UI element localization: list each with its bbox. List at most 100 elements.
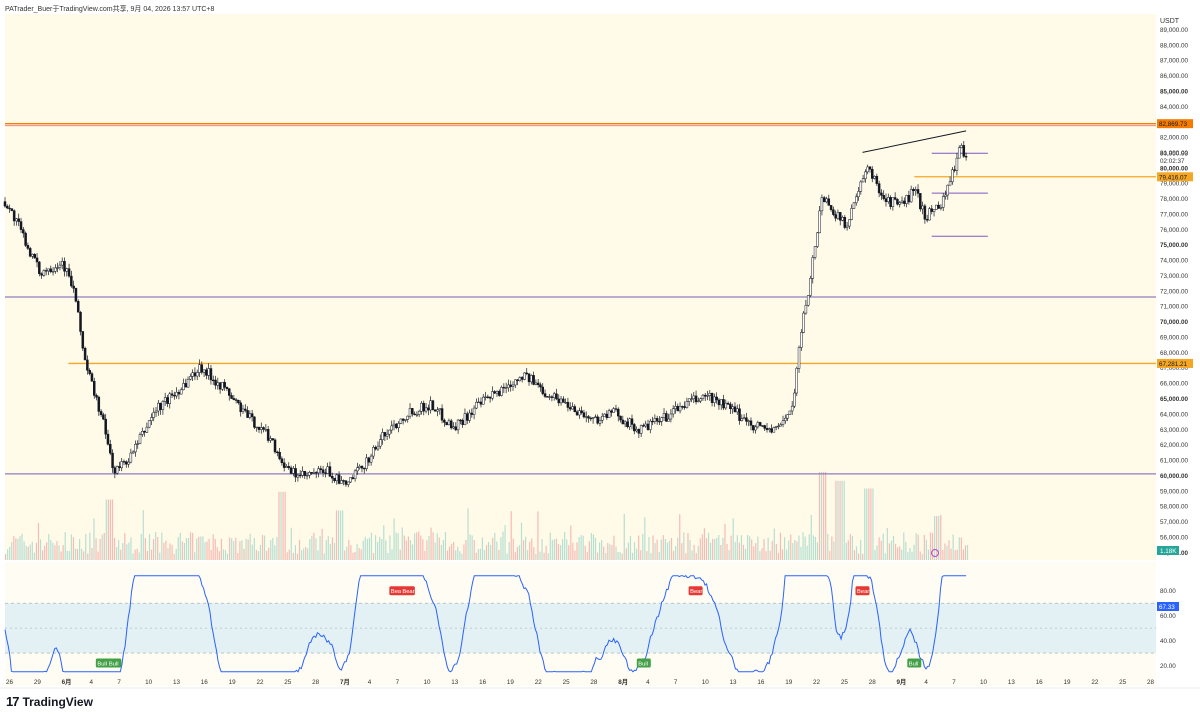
volume-bar bbox=[574, 550, 576, 560]
legend-sessions[interactable]: RP Sessions (1300–2100, 0800–1700, 0000–… bbox=[9, 26, 174, 33]
candle-body bbox=[619, 415, 622, 421]
candle-body bbox=[195, 372, 199, 377]
candle-body bbox=[674, 406, 677, 409]
candle-body bbox=[26, 245, 30, 249]
candle-body bbox=[360, 465, 364, 469]
volume-bar bbox=[631, 552, 634, 560]
candle-body bbox=[772, 427, 776, 433]
volume-bar bbox=[771, 540, 773, 560]
candle-body bbox=[928, 208, 931, 221]
volume-bar bbox=[52, 542, 54, 560]
legend-symbol[interactable]: Bitcoin / TetherUS · 4小时 · Binance 开=80,… bbox=[9, 19, 316, 26]
candle-body bbox=[564, 401, 567, 404]
candle-body bbox=[303, 470, 307, 476]
candle-body bbox=[495, 391, 499, 394]
candle-body bbox=[330, 476, 334, 479]
x-tick-label: 7 bbox=[396, 679, 400, 686]
candle-body bbox=[406, 415, 409, 420]
candle-body bbox=[864, 171, 867, 179]
volume-bar bbox=[161, 532, 163, 560]
candle-body bbox=[90, 373, 94, 382]
divergence-badge bbox=[107, 658, 122, 668]
candle-body bbox=[740, 418, 744, 421]
candle-body bbox=[312, 472, 316, 474]
alert-icon bbox=[931, 549, 939, 557]
candle-body bbox=[786, 414, 789, 419]
volume-bar bbox=[615, 546, 617, 560]
volume-bar bbox=[938, 516, 940, 560]
volume-bar bbox=[393, 518, 395, 560]
volume-bar bbox=[562, 539, 564, 560]
x-tick-label: 19 bbox=[507, 679, 515, 686]
candle-body bbox=[17, 218, 20, 222]
candle-body bbox=[166, 397, 169, 404]
volume-bar bbox=[383, 525, 385, 560]
countdown-label: 02:02:37 bbox=[1160, 158, 1185, 165]
candle-body bbox=[948, 181, 952, 186]
volume-bar bbox=[475, 552, 477, 560]
volume-bar bbox=[888, 543, 891, 560]
candle-body bbox=[896, 199, 899, 205]
y-tick-label: 73,000.00 bbox=[1160, 273, 1189, 280]
candle-body bbox=[685, 401, 689, 408]
volume-bar bbox=[58, 545, 60, 560]
candle-body bbox=[28, 248, 32, 257]
candle-body bbox=[340, 480, 343, 484]
candle-body bbox=[209, 368, 213, 381]
currency-label: USDT bbox=[1160, 18, 1180, 25]
candle-body bbox=[154, 410, 158, 413]
candle-body bbox=[953, 169, 956, 171]
candle-body bbox=[518, 377, 522, 381]
volume-bar bbox=[126, 544, 128, 560]
x-tick-label: 7 bbox=[117, 679, 121, 686]
volume-bar bbox=[539, 551, 541, 560]
volume-bar bbox=[675, 546, 677, 560]
candle-body bbox=[143, 431, 146, 433]
candle-body bbox=[51, 271, 55, 273]
candle-body bbox=[829, 205, 833, 210]
volume-bar bbox=[152, 539, 155, 560]
candle-body bbox=[722, 399, 725, 409]
volume-bar bbox=[800, 546, 802, 560]
candle-body bbox=[42, 270, 46, 276]
volume-bar bbox=[500, 537, 502, 560]
volume-bar bbox=[387, 552, 389, 560]
candle-body bbox=[552, 393, 556, 398]
candle-body bbox=[871, 168, 874, 179]
candle-body bbox=[92, 380, 96, 396]
candle-body bbox=[276, 451, 279, 453]
volume-bar bbox=[510, 511, 512, 560]
volume-bar bbox=[56, 541, 58, 560]
volume-bar bbox=[829, 550, 831, 560]
volume-bar bbox=[251, 544, 253, 560]
x-tick-label: 4 bbox=[646, 679, 650, 686]
candle-body bbox=[349, 477, 352, 483]
volume-bar bbox=[860, 539, 862, 560]
candle-body bbox=[539, 384, 542, 388]
rsi-legend[interactable]: RSI背离指标 (14, close) 67.33 bbox=[9, 566, 92, 575]
x-tick-label: 6月 bbox=[62, 678, 72, 686]
volume-bar bbox=[315, 538, 317, 560]
legend-fvg[interactable]: ancha/fvg (1, yes, solid, no, no, wicks,… bbox=[9, 44, 143, 51]
candle-body bbox=[761, 425, 764, 427]
volume-bar bbox=[286, 552, 288, 560]
candle-body bbox=[289, 467, 293, 474]
legend-volume[interactable]: 成交量 · BTC 1.18K bbox=[9, 35, 63, 44]
volume-bar bbox=[570, 525, 572, 560]
candle-body bbox=[205, 369, 208, 376]
volume-bar bbox=[656, 539, 658, 560]
volume-bar bbox=[93, 518, 95, 560]
volume-bar bbox=[362, 540, 364, 560]
candle-body bbox=[308, 472, 311, 476]
candle-body bbox=[500, 386, 503, 396]
candle-body bbox=[639, 425, 643, 434]
candle-body bbox=[752, 425, 755, 431]
candle-body bbox=[770, 428, 773, 433]
volume-bar bbox=[749, 536, 751, 560]
volume-bar bbox=[150, 549, 153, 560]
volume-bar bbox=[81, 548, 83, 560]
candle-body bbox=[54, 267, 57, 272]
candle-body bbox=[600, 415, 604, 421]
volume-bar bbox=[263, 535, 266, 560]
candle-body bbox=[509, 384, 512, 387]
